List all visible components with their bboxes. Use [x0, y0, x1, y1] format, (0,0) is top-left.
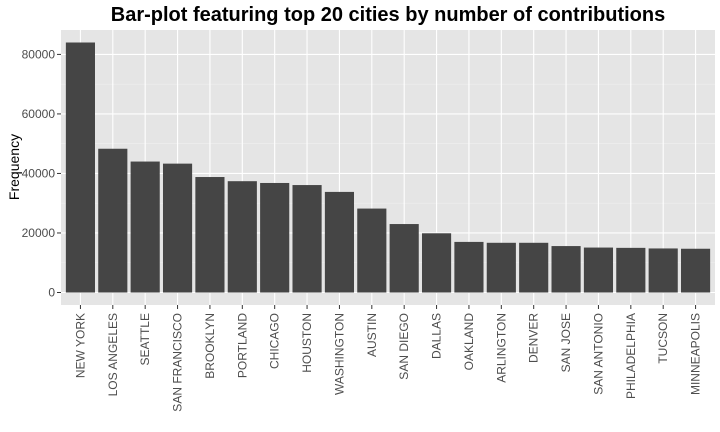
x-tick-label: BROOKLYN — [203, 313, 217, 379]
bar — [260, 182, 290, 293]
x-tick-label: DALLAS — [430, 313, 444, 359]
x-tick-label: SAN JOSE — [559, 313, 573, 372]
x-tick-label: SEATTLE — [138, 313, 152, 365]
bar — [421, 233, 452, 293]
x-tick-label: HOUSTON — [300, 313, 314, 373]
bar — [227, 181, 257, 293]
x-tick-label: WASHINGTON — [332, 313, 346, 395]
bar — [292, 185, 322, 293]
y-tick-label: 0 — [48, 286, 55, 300]
y-tick-label: 80000 — [22, 47, 56, 61]
bar — [389, 224, 419, 293]
x-tick-label: DENVER — [527, 313, 541, 363]
bars — [65, 42, 711, 293]
bar — [551, 246, 581, 293]
bar — [519, 242, 549, 293]
x-tick-label: SAN DIEGO — [397, 313, 411, 380]
bar — [130, 161, 160, 293]
x-tick-label: PORTLAND — [235, 313, 249, 378]
y-tick-label: 20000 — [22, 226, 56, 240]
x-tick-label: SAN ANTONIO — [591, 313, 605, 395]
bar — [454, 241, 484, 293]
x-tick-label: CHICAGO — [268, 313, 282, 369]
y-axis-label: Frequency — [6, 134, 22, 200]
bar — [98, 148, 128, 293]
bar — [65, 42, 95, 293]
bar — [648, 248, 678, 293]
y-tick-label: 40000 — [22, 166, 56, 180]
x-tick-label: TUCSON — [656, 313, 670, 364]
bar — [357, 208, 387, 293]
chart-title: Bar-plot featuring top 20 cities by numb… — [111, 4, 665, 26]
y-axis-ticks: 0 20000 40000 60000 80000 — [22, 47, 61, 300]
x-axis-ticks: NEW YORK LOS ANGELES SEATTLE SAN FRANCISCO B… — [73, 305, 703, 412]
bar — [195, 177, 225, 293]
x-tick-label: ARLINGTON — [494, 313, 508, 383]
bar — [616, 247, 646, 293]
x-tick-label: LOS ANGELES — [106, 313, 120, 396]
bar — [324, 191, 355, 293]
bar — [486, 242, 516, 293]
x-tick-label: MINNEAPOLIS — [689, 313, 703, 395]
bar — [583, 247, 614, 293]
y-tick-label: 60000 — [22, 107, 56, 121]
bar — [681, 248, 711, 293]
x-tick-label: NEW YORK — [73, 313, 87, 378]
bar — [162, 163, 193, 293]
x-tick-label: AUSTIN — [365, 313, 379, 357]
x-tick-label: PHILADELPHIA — [624, 313, 638, 399]
x-tick-label: SAN FRANCISCO — [171, 313, 185, 412]
x-tick-label: OAKLAND — [462, 313, 476, 371]
